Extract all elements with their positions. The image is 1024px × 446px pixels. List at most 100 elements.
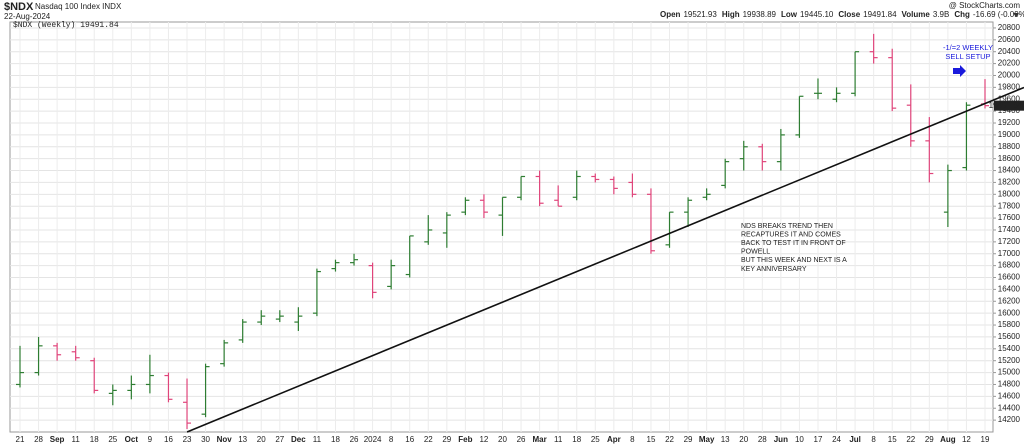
symbol-name: Nasdaq 100 Index INDX — [35, 2, 122, 11]
x-tick-label: 8 — [389, 435, 394, 444]
y-tick-label: 19200 — [998, 118, 1021, 127]
arrow-icon — [953, 65, 966, 77]
y-tick-label: 16200 — [998, 296, 1021, 305]
x-tick-label: 11 — [313, 435, 322, 444]
quote-value: -16.69 (-0.09%) — [973, 10, 1024, 19]
y-tick-label: 14600 — [998, 391, 1021, 400]
x-tick-label: 11 — [72, 435, 81, 444]
quote-label: High — [722, 10, 740, 19]
x-tick-label: 21 — [16, 435, 25, 444]
quote-text: Open 19521.93 High 19938.89 Low 19445.10 Close… — [660, 10, 1024, 19]
trendline — [186, 86, 1024, 433]
y-tick-label: 16400 — [998, 285, 1021, 294]
x-tick-label: 20 — [257, 435, 266, 444]
date: 22-Aug-2024 — [4, 12, 51, 21]
x-tick-label: Jul — [849, 435, 861, 444]
y-tick-label: 19000 — [998, 130, 1021, 139]
x-tick-label: 24 — [832, 435, 841, 444]
y-tick-label: 17800 — [998, 201, 1021, 210]
x-tick-label: 11 — [554, 435, 563, 444]
x-tick-label: Aug — [940, 435, 956, 444]
x-tick-label: 20 — [739, 435, 748, 444]
x-tick-label: 13 — [721, 435, 730, 444]
y-tick-label: 18400 — [998, 166, 1021, 175]
y-tick-label: 15800 — [998, 320, 1021, 329]
x-tick-label: 30 — [201, 435, 210, 444]
y-tick-label: 16600 — [998, 273, 1021, 282]
x-tick-label: 22 — [424, 435, 433, 444]
x-tick-label: 10 — [795, 435, 804, 444]
quote-label: Close — [838, 10, 860, 19]
quote-value: 3.9B — [933, 10, 949, 19]
x-tick-label: May — [699, 435, 715, 444]
y-tick-label: 15400 — [998, 344, 1021, 353]
quote-value: 19521.93 — [683, 10, 717, 19]
quote: Open 19521.93 High 19938.89 Low 19445.10 Close… — [660, 10, 1024, 19]
plot-frame — [9, 21, 994, 433]
y-tick-label: 17000 — [998, 249, 1021, 258]
x-tick-label: 16 — [164, 435, 173, 444]
x-tick-label: 26 — [517, 435, 526, 444]
x-tick-label: Nov — [217, 435, 233, 444]
x-tick-label: 26 — [350, 435, 359, 444]
trend-note: NDS BREAKS TREND THEN — [741, 223, 833, 230]
x-tick-label: Sep — [50, 435, 65, 444]
last-price-box — [994, 100, 1024, 111]
y-tick-label: 14400 — [998, 403, 1021, 412]
x-tick-label: 18 — [572, 435, 581, 444]
x-tick-label: Apr — [607, 435, 621, 444]
legend: $NDX (Weekly) 19491.84 — [13, 21, 119, 30]
x-tick-label: 20 — [498, 435, 507, 444]
x-tick-label: 25 — [108, 435, 117, 444]
y-tick-label: 18600 — [998, 154, 1021, 163]
x-tick-label: 13 — [238, 435, 247, 444]
trend-note: BACK TO TEST IT IN FRONT OF — [741, 240, 846, 247]
x-tick-label: 18 — [331, 435, 340, 444]
x-tick-label: 29 — [684, 435, 693, 444]
x-tick-label: 28 — [34, 435, 43, 444]
y-tick-label: 20800 — [998, 23, 1021, 32]
y-tick-label: 17200 — [998, 237, 1021, 246]
x-tick-label: 15 — [888, 435, 897, 444]
y-tick-label: 19800 — [998, 82, 1021, 91]
quote-value: 19938.89 — [743, 10, 777, 19]
trend-note: RECAPTURES IT AND COMES — [741, 231, 841, 238]
x-tick-label: Dec — [291, 435, 306, 444]
x-tick-label: Jun — [774, 435, 788, 444]
y-tick-label: 15200 — [998, 356, 1021, 365]
y-tick-label: 18200 — [998, 178, 1021, 187]
x-tick-label: 15 — [647, 435, 656, 444]
trend-note: BUT THIS WEEK AND NEXT IS A — [741, 257, 847, 264]
y-tick-label: 16000 — [998, 308, 1021, 317]
quote-value: 19491.84 — [863, 10, 897, 19]
quote-value: 19445.10 — [800, 10, 834, 19]
x-tick-label: 9 — [148, 435, 153, 444]
y-tick-label: 20400 — [998, 47, 1021, 56]
bars — [16, 33, 1024, 433]
x-tick-label: 12 — [962, 435, 971, 444]
x-tick-label: 29 — [925, 435, 934, 444]
setup-note: SELL SETUP — [945, 52, 990, 61]
x-tick-label: 25 — [591, 435, 600, 444]
quote-label: Low — [781, 10, 798, 19]
dropdown-icon[interactable] — [1013, 13, 1019, 17]
y-tick-label: 17400 — [998, 225, 1021, 234]
symbol: $NDX — [4, 1, 34, 13]
x-tick-label: 27 — [275, 435, 284, 444]
x-tick-label: 18 — [90, 435, 99, 444]
x-tick-label: Oct — [125, 435, 139, 444]
y-tick-label: 19400 — [998, 106, 1021, 115]
last-price-label: 19491.84 — [989, 101, 1023, 110]
grid: 14200 14400 14600 14800 15000 15200 15400 15600… — [10, 22, 1021, 444]
x-tick-label: 28 — [758, 435, 767, 444]
quote-label: Chg — [954, 10, 970, 19]
trend-note: POWELL — [741, 249, 770, 256]
y-tick-label: 19600 — [998, 94, 1021, 103]
y-tick-label: 17600 — [998, 213, 1021, 222]
x-tick-label: 23 — [183, 435, 192, 444]
source: @ StockCharts.com — [949, 1, 1021, 10]
y-tick-label: 16800 — [998, 261, 1021, 270]
x-tick-label: 2024 — [364, 435, 382, 444]
y-tick-label: 14200 — [998, 415, 1021, 424]
